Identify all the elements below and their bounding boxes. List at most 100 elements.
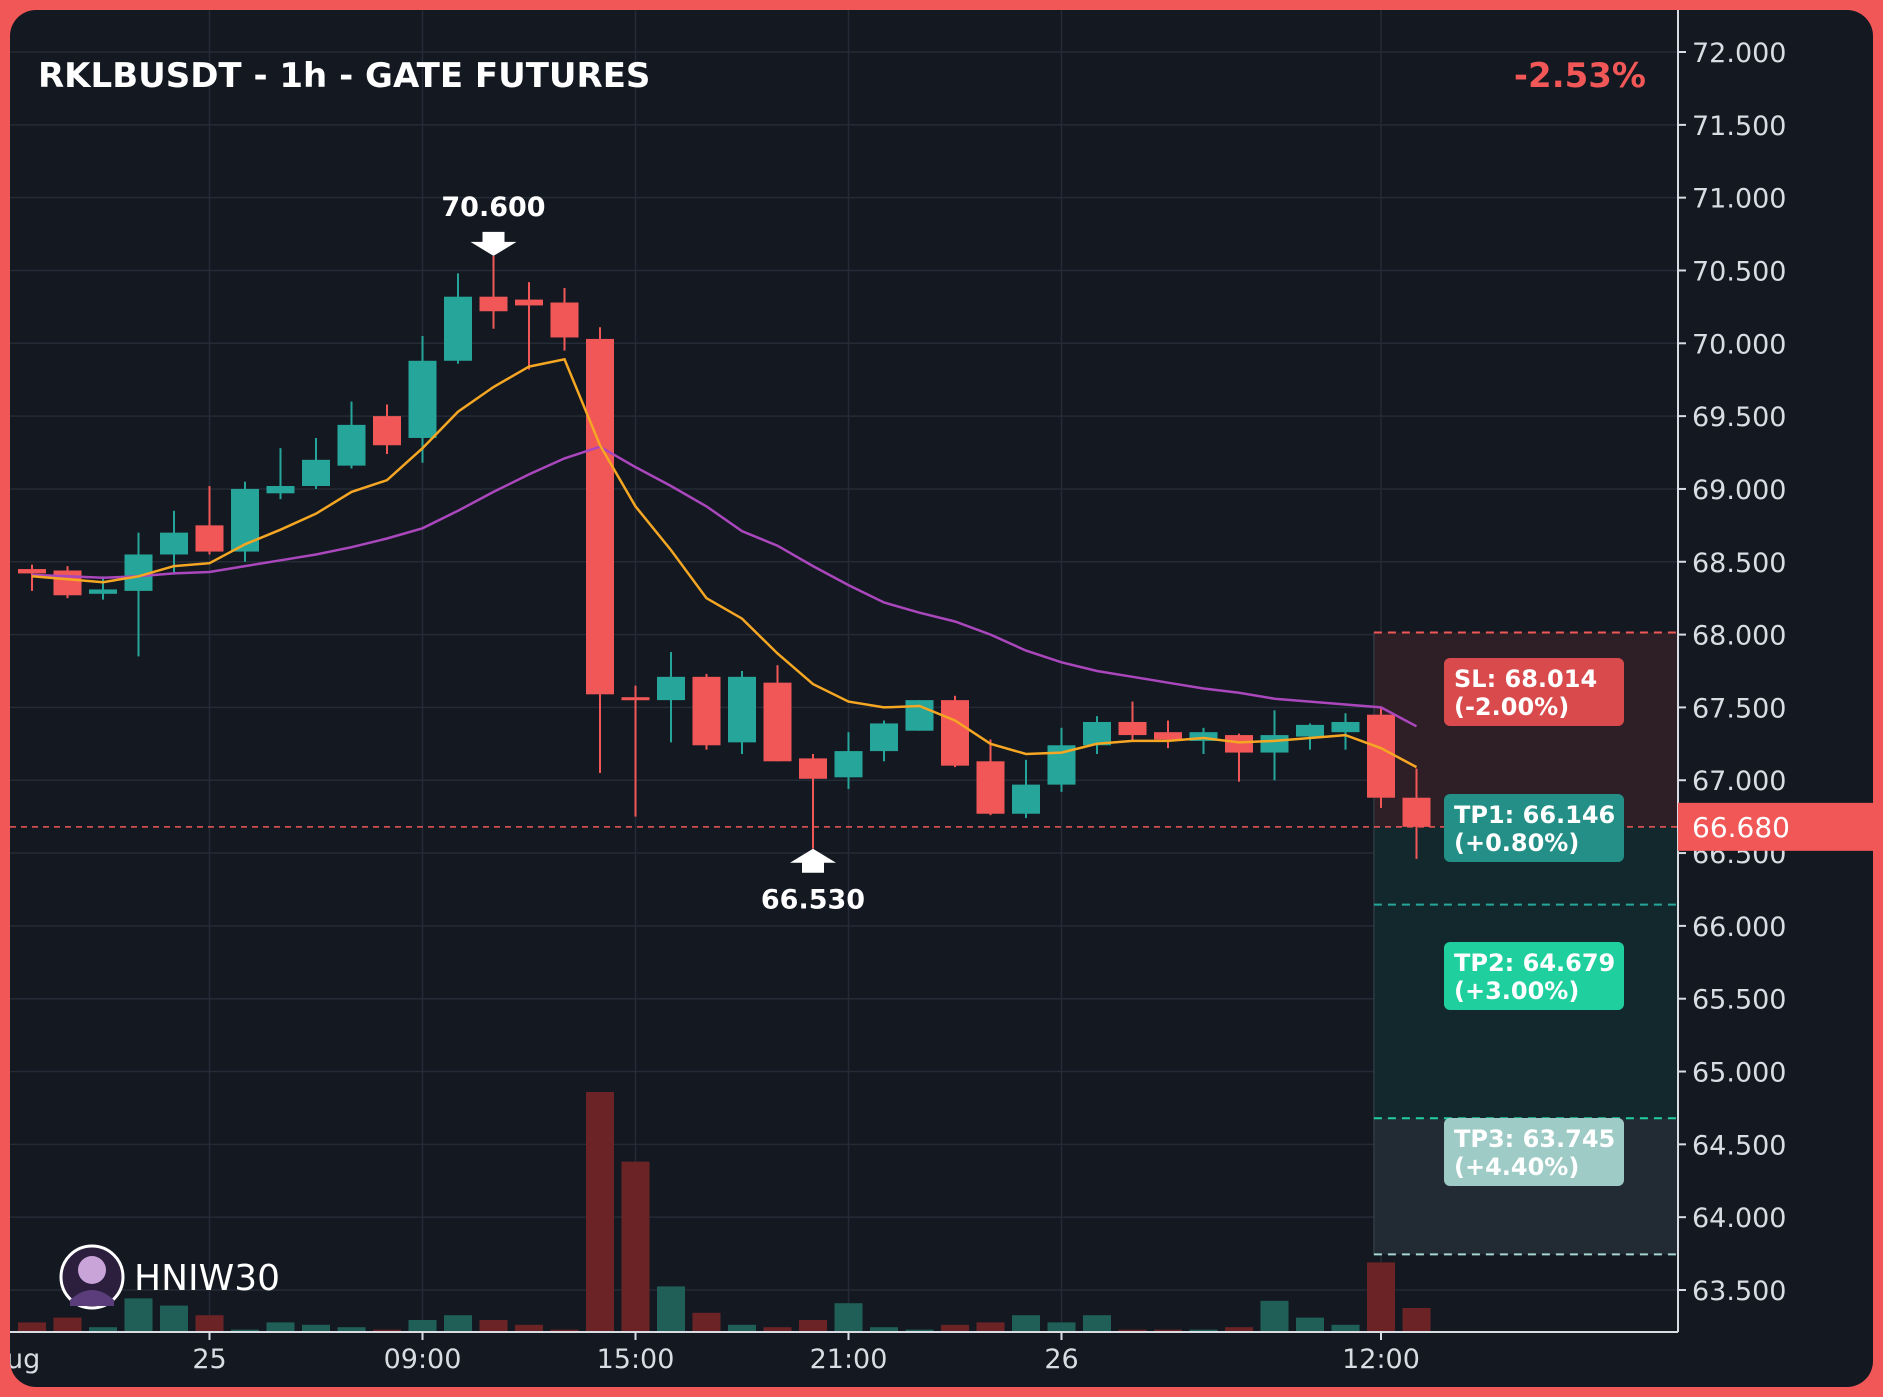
volume-bar xyxy=(1118,1329,1147,1332)
low-price-label: 66.530 xyxy=(761,885,865,916)
volume-bar xyxy=(1047,1322,1076,1332)
candle-body xyxy=(1296,724,1324,737)
candlestick-chart[interactable]: 70.600 66.530 SL: 68.014(-2.00%) TP1: 66.1… xyxy=(10,10,1873,1387)
y-tick-label: 64.000 xyxy=(1692,1203,1786,1234)
volume-bar xyxy=(763,1327,792,1332)
level-label-tp3: TP3: 63.745 xyxy=(1454,1125,1615,1153)
candle-body xyxy=(1118,721,1147,736)
volume-bar xyxy=(266,1322,295,1332)
volume-bar xyxy=(18,1322,46,1332)
y-tick-label: 69.000 xyxy=(1692,475,1786,506)
candle-body xyxy=(89,589,117,594)
axes: 72.000 71.500 71.000 70.500 70.000 69.500 69.0… xyxy=(10,10,1873,1375)
ema-fast-line xyxy=(31,357,1418,769)
candle-body xyxy=(373,416,401,446)
level-label-sl: SL: 68.014 xyxy=(1454,665,1597,693)
level-labels: SL: 68.014(-2.00%) TP1: 66.146(+0.80%) TP2… xyxy=(1444,658,1624,1186)
level-label-tp2: TP2: 64.679 xyxy=(1454,949,1615,977)
price-annotations: 70.600 66.530 xyxy=(441,192,865,916)
candle-body xyxy=(195,525,224,552)
candle-body xyxy=(586,338,614,695)
candle-body xyxy=(941,700,969,766)
y-tick-label: 68.000 xyxy=(1692,621,1786,652)
level-box-tp1 xyxy=(1444,794,1624,862)
candle-body xyxy=(18,569,46,574)
candle-body xyxy=(1083,721,1111,746)
high-price-label: 70.600 xyxy=(441,192,545,223)
volume-bar xyxy=(444,1315,472,1332)
volume-bar xyxy=(515,1324,543,1332)
watermark-text: HNIW30 xyxy=(134,1258,280,1299)
chart-header: RKLBUSDT - 1h - GATE FUTURES -2.53% xyxy=(38,56,1646,96)
y-tick-label: 72.000 xyxy=(1692,38,1786,69)
candle-body xyxy=(728,676,756,743)
high-arrow-icon xyxy=(470,231,517,256)
avatar-body-icon xyxy=(70,1290,114,1306)
y-tick-label: 67.500 xyxy=(1692,693,1786,724)
candle-body xyxy=(1402,797,1431,827)
volume-bar xyxy=(976,1322,1005,1332)
candle-body xyxy=(1331,721,1360,733)
volume-bars xyxy=(18,1092,1431,1332)
candle-body xyxy=(231,488,259,552)
x-tick-label: 21:00 xyxy=(810,1344,888,1375)
volume-bar xyxy=(408,1320,437,1332)
volume-bar xyxy=(799,1320,827,1332)
candle-body xyxy=(479,296,508,312)
x-tick-label: 26 xyxy=(1044,1344,1078,1375)
volume-bar xyxy=(124,1298,153,1332)
level-percent-tp3: (+4.40%) xyxy=(1454,1153,1579,1181)
x-tick-label: ug xyxy=(10,1344,40,1375)
candle-body xyxy=(1260,735,1289,753)
volume-bar xyxy=(373,1329,401,1332)
candle-body xyxy=(870,723,898,752)
volume-bar xyxy=(195,1315,224,1332)
current-price-tag xyxy=(1678,802,1873,851)
y-tick-label: 71.500 xyxy=(1692,111,1786,142)
level-label-tp1: TP1: 66.146 xyxy=(1454,801,1615,829)
x-tick-label: 15:00 xyxy=(597,1344,675,1375)
volume-bar xyxy=(657,1286,685,1332)
volume-bar xyxy=(337,1327,366,1332)
y-tick-label: 68.500 xyxy=(1692,548,1786,579)
y-tick-label: 67.000 xyxy=(1692,766,1786,797)
volume-bar xyxy=(1296,1317,1324,1332)
volume-bar xyxy=(870,1327,898,1332)
volume-bar xyxy=(834,1303,863,1332)
candle-body xyxy=(834,751,863,778)
chart-title: RKLBUSDT - 1h - GATE FUTURES xyxy=(38,56,650,96)
volume-bar xyxy=(1083,1315,1111,1332)
y-tick-label: 63.500 xyxy=(1692,1276,1786,1307)
candle-body xyxy=(1189,732,1218,741)
candle-body xyxy=(266,486,295,494)
y-tick-label: 64.500 xyxy=(1692,1130,1786,1161)
candle-body xyxy=(444,296,472,361)
volume-bar xyxy=(1225,1327,1253,1332)
y-tick-label: 71.000 xyxy=(1692,184,1786,215)
y-tick-label: 65.500 xyxy=(1692,985,1786,1016)
volume-bar xyxy=(1154,1329,1182,1332)
candle-body xyxy=(905,700,934,731)
volume-bar xyxy=(1402,1308,1431,1332)
y-tick-label: 70.500 xyxy=(1692,256,1786,287)
volume-bar xyxy=(1331,1324,1360,1332)
candle-body xyxy=(53,570,82,596)
x-tick-label: 12:00 xyxy=(1342,1344,1420,1375)
watermark: HNIW30 xyxy=(59,1244,280,1310)
candles[interactable] xyxy=(18,255,1431,859)
volume-bar xyxy=(728,1324,756,1332)
y-tick-label: 70.000 xyxy=(1692,329,1786,360)
level-box-tp3 xyxy=(1444,1118,1624,1186)
level-percent-tp1: (+0.80%) xyxy=(1454,829,1579,857)
candle-body xyxy=(976,761,1005,814)
y-tick-label: 65.000 xyxy=(1692,1058,1786,1089)
low-arrow-icon xyxy=(790,848,836,873)
volume-bar xyxy=(160,1305,188,1332)
volume-bar xyxy=(1260,1300,1289,1332)
candle-body xyxy=(550,302,579,338)
candle-body xyxy=(337,424,366,466)
chart-frame: 70.600 66.530 SL: 68.014 (-2.00%) TP1: 66.1… xyxy=(10,10,1873,1387)
volume-bar xyxy=(53,1317,82,1332)
volume-bar xyxy=(302,1324,330,1332)
candle-body xyxy=(799,758,827,779)
